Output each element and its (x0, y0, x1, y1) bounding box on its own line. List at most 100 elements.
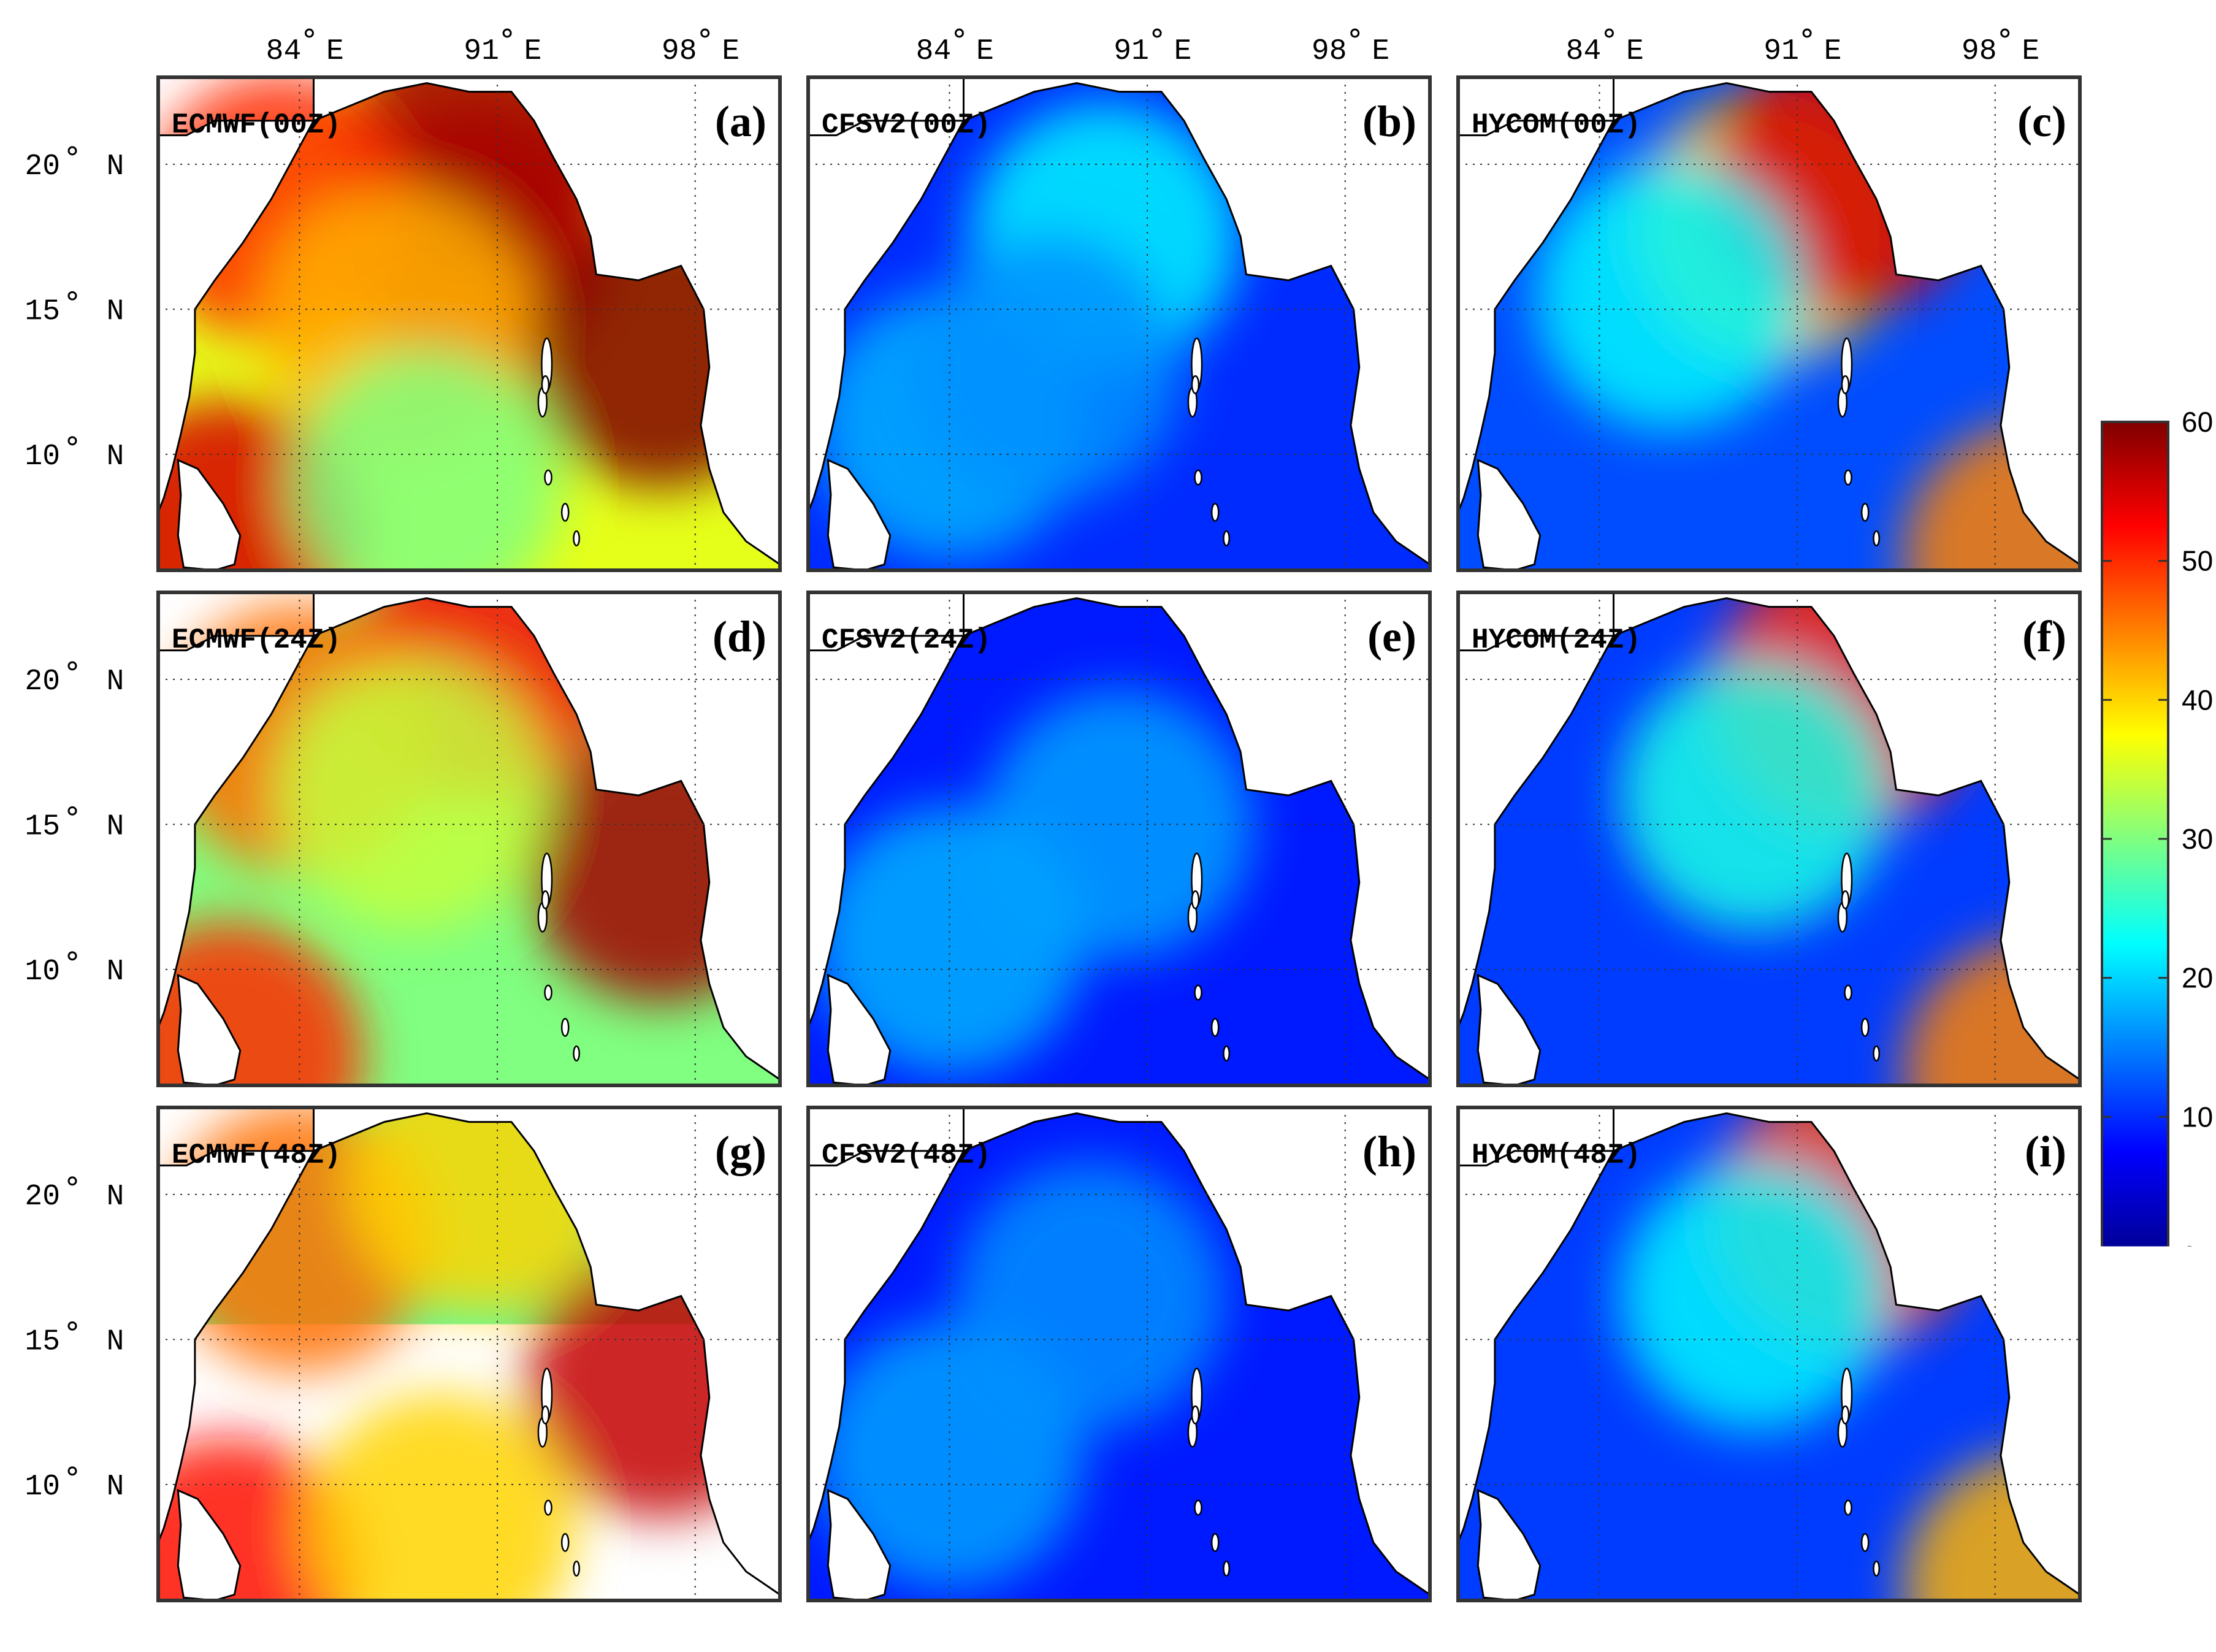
colorbar: 0102030405060 (2102, 406, 2213, 1272)
island-2 (1842, 1406, 1849, 1423)
top-tick-98: 98 (662, 35, 697, 68)
panel-letter: (h) (1362, 1127, 1416, 1176)
panel-letter: (e) (1367, 612, 1416, 661)
top-tick-91: 91 (1763, 35, 1799, 68)
island-3 (1845, 1501, 1852, 1515)
colorbar-tick-label: 10 (2182, 1101, 2213, 1133)
island-5 (1874, 1561, 1879, 1576)
top-tick-unit: E (1626, 35, 1644, 68)
island-4 (1212, 1019, 1218, 1036)
degree-symbol (1153, 29, 1161, 37)
left-tick-10: 10 (25, 1470, 60, 1504)
degree-symbol (69, 437, 76, 445)
degree-symbol (1351, 29, 1359, 37)
left-tick-unit: N (107, 665, 124, 698)
top-tick-unit: E (326, 35, 344, 68)
left-tick-unit: N (107, 1470, 124, 1504)
island-4 (1862, 1019, 1868, 1036)
top-tick-84: 84 (916, 35, 952, 68)
top-tick-unit: E (2022, 35, 2039, 68)
panel-i: HYCOM(48Z) (i) (1458, 1080, 2172, 1652)
panel-title: HYCOM(00Z) (1472, 109, 1641, 141)
top-tick-98: 98 (1312, 35, 1347, 68)
island-2 (1842, 376, 1849, 393)
top-tick-unit: E (524, 35, 542, 68)
panel-b: CFSV2(00Z) (b) 84 E 91 E 98 E (808, 29, 1430, 570)
island-5 (1874, 1046, 1879, 1061)
island-3 (1195, 985, 1202, 1000)
panel-b-plot (808, 77, 1430, 570)
colorbar-tick-label: 50 (2182, 545, 2213, 577)
island-5 (1224, 1046, 1229, 1061)
left-tick-20: 20 (25, 150, 60, 183)
panel-title: ECMWF(48Z) (172, 1139, 341, 1171)
top-tick-84: 84 (1566, 35, 1602, 68)
island-3 (1195, 470, 1202, 485)
degree-symbol (69, 1467, 76, 1475)
hotspot-g-4 (306, 1393, 576, 1652)
colorbar-tick-label: 30 (2182, 823, 2213, 855)
island-4 (1862, 503, 1868, 521)
left-tick-10: 10 (25, 955, 60, 989)
degree-symbol (503, 29, 511, 37)
left-tick-unit: N (107, 955, 124, 989)
island-4 (562, 503, 568, 521)
colorbar-tick-label: 40 (2182, 684, 2213, 716)
top-tick-98: 98 (1962, 35, 1997, 68)
panel-title: ECMWF(00Z) (172, 109, 341, 141)
left-tick-15: 15 (25, 295, 60, 328)
left-tick-unit: N (107, 1325, 124, 1358)
island-2 (1192, 1406, 1199, 1423)
island-2 (1192, 891, 1199, 908)
top-tick-unit: E (1372, 35, 1389, 68)
island-3 (1845, 985, 1852, 1000)
panel-e-plot (808, 592, 1430, 1085)
left-tick-unit: N (107, 810, 124, 843)
island-5 (574, 531, 579, 546)
island-5 (574, 1561, 579, 1576)
island-3 (545, 470, 552, 485)
left-tick-unit: N (107, 1180, 124, 1214)
hotspot-c-2 (1535, 160, 1805, 430)
panel-letter: (d) (713, 612, 766, 661)
degree-symbol (2001, 29, 2009, 37)
hotspot-a-6 (292, 348, 562, 618)
hotspot-h-1 (956, 1161, 1226, 1431)
panel-h-plot (808, 1107, 1430, 1600)
degree-symbol (69, 662, 76, 670)
island-4 (562, 1534, 568, 1551)
panel-title: CFSV2(48Z) (822, 1139, 991, 1171)
degree-symbol (69, 292, 76, 299)
island-5 (574, 1046, 579, 1061)
island-5 (1224, 1561, 1229, 1576)
island-3 (545, 985, 552, 1000)
degree-symbol (1803, 29, 1811, 37)
hotspot-d-4 (278, 660, 548, 930)
island-2 (1192, 376, 1199, 393)
island-2 (542, 376, 549, 393)
island-3 (1845, 470, 1852, 485)
left-tick-unit: N (107, 150, 124, 183)
island-5 (1874, 531, 1879, 546)
left-tick-unit: N (107, 440, 124, 473)
island-5 (1224, 531, 1229, 546)
top-tick-91: 91 (1114, 35, 1149, 68)
top-tick-unit: E (1824, 35, 1842, 68)
colorbar-tick-label: 20 (2182, 962, 2213, 994)
hotspot-b-2 (914, 232, 1183, 502)
top-tick-unit: E (976, 35, 994, 68)
degree-symbol (305, 29, 313, 37)
panel-letter: (g) (715, 1127, 766, 1176)
degree-symbol (1605, 29, 1613, 37)
degree-symbol (69, 807, 76, 814)
island-4 (562, 1019, 568, 1036)
island-2 (542, 891, 549, 908)
island-3 (545, 1501, 552, 1515)
colorbar-tick-label: 60 (2182, 406, 2213, 438)
left-tick-15: 15 (25, 810, 60, 843)
degree-symbol (955, 29, 963, 37)
colorbar-bar (2102, 422, 2168, 1256)
degree-symbol (701, 29, 709, 37)
